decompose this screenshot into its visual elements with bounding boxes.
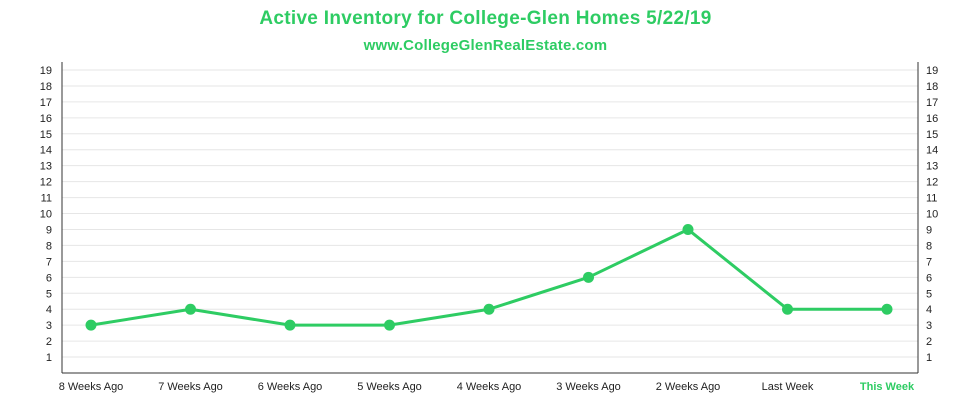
x-tick-label: Last Week	[762, 381, 814, 393]
y-tick-label-left: 2	[46, 336, 52, 348]
y-tick-label-left: 6	[46, 272, 52, 284]
x-tick-label: 3 Weeks Ago	[556, 381, 621, 393]
y-tick-label-right: 11	[926, 193, 937, 205]
y-tick-label-left: 9	[46, 224, 52, 236]
data-point	[881, 303, 893, 315]
x-axis-ticks: 8 Weeks Ago 7 Weeks Ago 6 Weeks Ago 5 Weeks…	[59, 381, 915, 393]
y-tick-label-left: 5	[46, 288, 52, 300]
data-point	[85, 319, 97, 331]
y-tick-label-left: 19	[40, 65, 52, 77]
x-tick-label: 6 Weeks Ago	[258, 381, 323, 393]
y-tick-label-left: 12	[40, 177, 52, 189]
series-inventory	[85, 223, 893, 331]
y-tick-label-left: 13	[40, 161, 52, 173]
y-tick-label-right: 2	[926, 336, 932, 348]
chart-title: Active Inventory for College-Glen Homes …	[259, 8, 712, 29]
y-tick-label-right: 7	[926, 256, 932, 268]
y-tick-label-right: 16	[926, 113, 938, 125]
y-tick-label-left: 16	[40, 113, 52, 125]
y-tick-label-right: 4	[926, 304, 932, 316]
y-tick-label-right: 9	[926, 224, 932, 236]
y-tick-label-right: 6	[926, 272, 932, 284]
y-tick-label-left: 8	[46, 240, 52, 252]
x-tick-label: 7 Weeks Ago	[158, 381, 223, 393]
x-tick-label: 2 Weeks Ago	[656, 381, 721, 393]
chart-subtitle: www.CollegeGlenRealEstate.com	[363, 37, 608, 54]
x-tick-label: This Week	[860, 381, 915, 393]
y-tick-label-right: 18	[926, 81, 938, 93]
x-tick-label: 4 Weeks Ago	[457, 381, 522, 393]
data-point	[782, 303, 793, 315]
data-point	[483, 303, 495, 315]
data-point	[185, 303, 196, 315]
y-tick-label-left: 11	[41, 193, 52, 205]
data-point	[384, 319, 395, 331]
y-tick-label-left: 10	[40, 209, 52, 221]
y-tick-label-right: 17	[926, 97, 938, 109]
data-point	[284, 319, 296, 331]
data-point	[583, 271, 594, 283]
y-tick-label-left: 3	[46, 320, 52, 332]
y-tick-label-right: 15	[926, 129, 938, 141]
y-tick-label-right: 10	[926, 209, 938, 221]
data-point	[682, 223, 694, 235]
y-tick-label-right: 1	[926, 352, 932, 364]
y-tick-label-left: 15	[40, 129, 52, 141]
y-tick-label-left: 14	[40, 145, 52, 157]
y-tick-label-right: 3	[926, 320, 932, 332]
y-tick-label-left: 7	[46, 256, 52, 268]
y-tick-label-right: 8	[926, 240, 932, 252]
gridlines	[62, 69, 918, 358]
y-tick-label-right: 5	[926, 288, 932, 300]
y-tick-label-right: 13	[926, 161, 938, 173]
x-tick-label: 5 Weeks Ago	[357, 381, 422, 393]
y-tick-label-left: 18	[40, 81, 52, 93]
y-tick-label-left: 17	[40, 97, 52, 109]
y-tick-label-left: 4	[46, 304, 52, 316]
x-tick-label: 8 Weeks Ago	[59, 381, 124, 393]
y-tick-label-right: 14	[926, 145, 938, 157]
y-tick-label-right: 12	[926, 177, 938, 189]
axes	[61, 62, 919, 374]
y-tick-label-left: 1	[46, 352, 52, 364]
y-tick-label-right: 19	[926, 65, 938, 77]
